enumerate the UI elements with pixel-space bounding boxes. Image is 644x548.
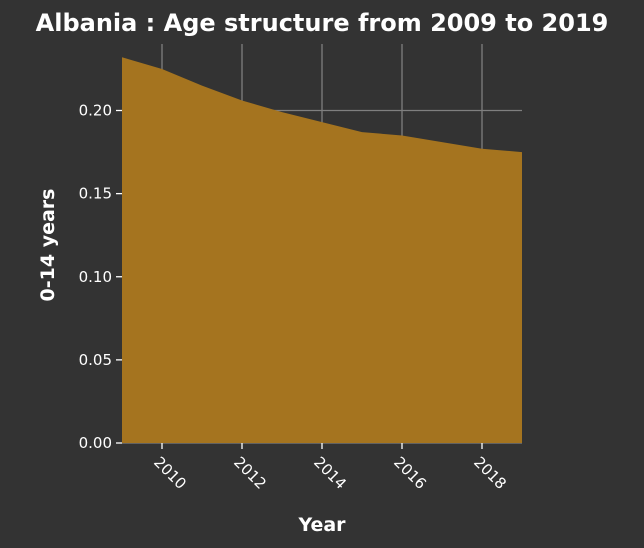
y-tick-label: 0.05	[79, 351, 112, 369]
x-axis: 2010 2012 2014 2016 2018	[150, 443, 510, 493]
x-tick-label: 2010	[150, 453, 190, 493]
chart-title: Albania : Age structure from 2009 to 201…	[36, 9, 609, 37]
y-tick-label: 0.10	[79, 268, 112, 286]
y-tick-label: 0.20	[79, 102, 112, 120]
y-axis-title: 0-14 years	[37, 189, 59, 302]
y-tick-label: 0.00	[79, 434, 112, 452]
x-axis-title: Year	[297, 514, 346, 536]
x-tick-label: 2014	[310, 453, 350, 493]
x-tick-label: 2018	[470, 453, 510, 493]
x-tick-label: 2016	[390, 453, 430, 493]
plot-area	[122, 57, 522, 444]
area-series	[122, 57, 522, 444]
y-axis: 0.00 0.05 0.10 0.15 0.20	[79, 102, 122, 452]
y-tick-label: 0.15	[79, 185, 112, 203]
x-tick-label: 2012	[230, 453, 270, 493]
